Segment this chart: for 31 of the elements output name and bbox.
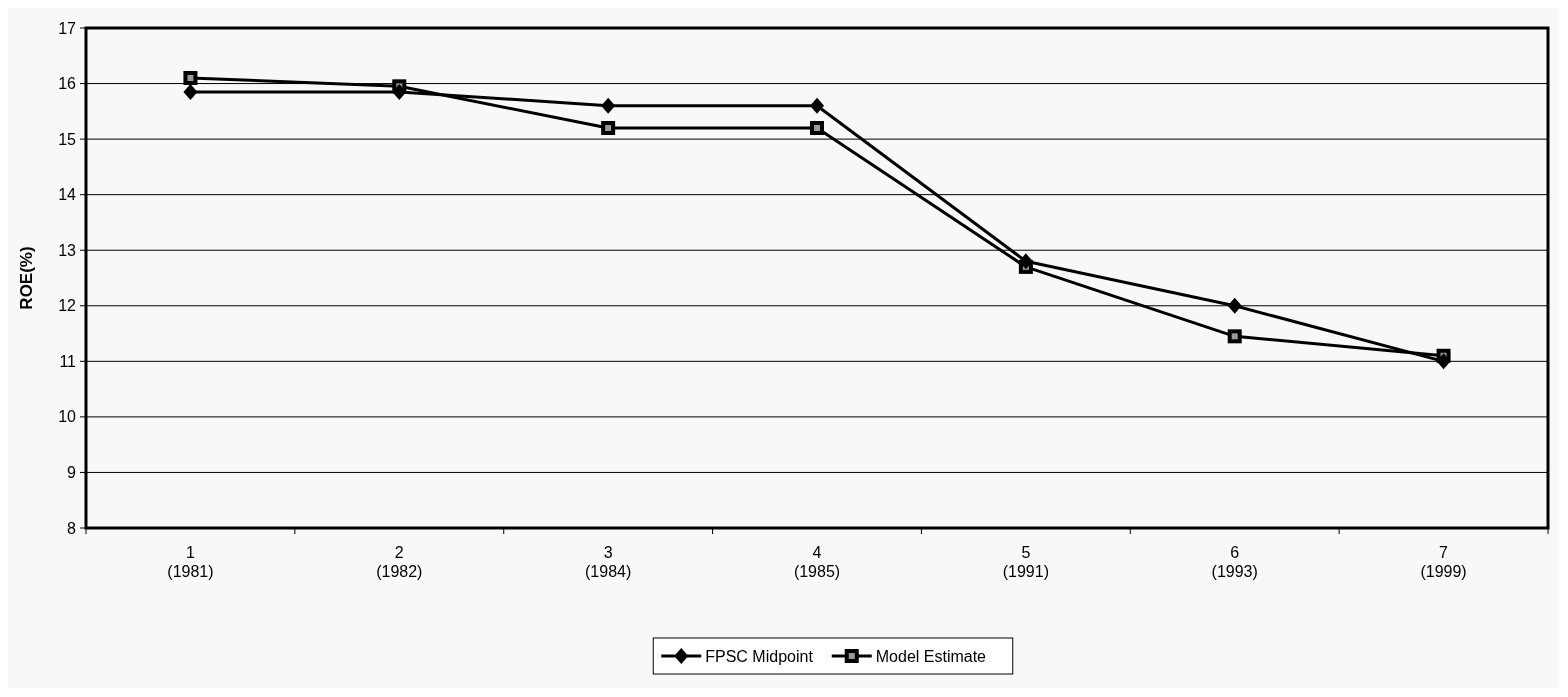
x-tick-label: 6 (1993) <box>1211 544 1258 580</box>
y-tick-label: 13 <box>58 241 77 259</box>
y-tick-label: 8 <box>67 519 77 537</box>
point <box>1227 329 1242 344</box>
point <box>601 97 616 114</box>
x-tick-label: 4 (1985) <box>793 544 841 580</box>
point <box>392 83 407 100</box>
point <box>1018 253 1033 270</box>
y-tick-label: 12 <box>58 297 77 315</box>
legend-label: Model Estimate <box>875 647 987 665</box>
y-tick-label: 17 <box>58 19 77 37</box>
y-tick-label: 10 <box>58 408 77 426</box>
y-tick-label: 14 <box>58 186 77 204</box>
legend-label: FPSC Midpoint <box>705 647 814 665</box>
point <box>183 71 198 85</box>
x-tick-label: 1 (1981) <box>167 544 214 580</box>
y-tick-label: 15 <box>58 130 77 148</box>
y-axis-title: ROE(%) <box>17 246 36 310</box>
y-tick-label: 16 <box>58 75 77 93</box>
x-tick-label: 5 (1991) <box>1002 544 1049 580</box>
point <box>1227 297 1242 314</box>
point <box>601 121 616 135</box>
x-tick-label: 3 (1984) <box>585 544 632 580</box>
y-tick-label: 11 <box>59 352 77 370</box>
x-tick-label: 7 (1999) <box>1420 544 1467 580</box>
point <box>183 83 198 100</box>
x-tick-label: 2 (1982) <box>376 544 423 580</box>
point <box>810 97 824 114</box>
point <box>810 121 824 135</box>
point <box>1436 353 1451 370</box>
y-tick-label: 9 <box>67 464 77 482</box>
